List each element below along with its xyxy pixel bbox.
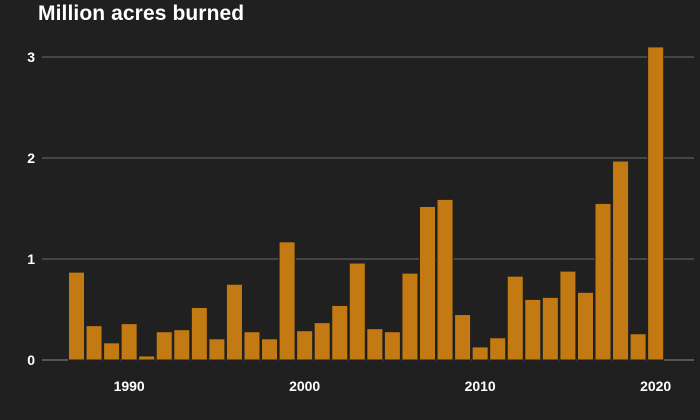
- bar-2016: [576, 291, 594, 361]
- y-tick-label: 2: [27, 150, 35, 166]
- bar-2009: [454, 314, 472, 361]
- bar-2003: [348, 262, 366, 361]
- bar-1997: [243, 331, 261, 361]
- bar-2015: [559, 270, 577, 361]
- bar-2012: [506, 275, 524, 361]
- bar-1989: [103, 342, 121, 361]
- bar-1996: [225, 283, 243, 361]
- bar-2010: [471, 346, 489, 361]
- bar-2020: [647, 46, 665, 361]
- bar-2017: [594, 202, 612, 361]
- bar-2007: [419, 205, 436, 361]
- bar-2002: [331, 304, 349, 361]
- bar-1987: [68, 271, 85, 361]
- x-tick-label: 2020: [640, 378, 671, 394]
- bar-2013: [524, 298, 542, 361]
- bar-2011: [489, 337, 507, 361]
- x-axis-ticks: 1990 2000 2010 2020: [114, 378, 672, 394]
- y-tick-label: 0: [27, 352, 35, 368]
- bar-1990: [120, 323, 138, 361]
- y-axis-ticks: 0 1 2 3: [27, 49, 35, 368]
- bar-2018: [612, 160, 630, 361]
- bar-2004: [366, 328, 384, 361]
- bar-1992: [155, 331, 173, 361]
- x-tick-label: 1990: [114, 378, 145, 394]
- x-tick-label: 2010: [465, 378, 496, 394]
- bar-2008: [436, 198, 454, 361]
- bar-2019: [629, 333, 647, 361]
- bar-1998: [261, 338, 279, 361]
- bar-2014: [541, 296, 559, 361]
- bars: [68, 46, 665, 361]
- bar-1999: [278, 241, 296, 361]
- bar-2000: [296, 330, 314, 361]
- y-tick-label: 1: [27, 251, 35, 267]
- bar-1991: [138, 355, 156, 361]
- bar-1988: [85, 325, 103, 361]
- bar-1993: [173, 329, 191, 361]
- bar-1995: [208, 338, 226, 361]
- bar-2005: [383, 331, 401, 361]
- bar-2001: [313, 322, 331, 361]
- x-tick-label: 2000: [289, 378, 320, 394]
- chart-title: Million acres burned: [38, 2, 245, 25]
- y-tick-label: 3: [27, 49, 35, 65]
- bar-1994: [190, 306, 208, 361]
- bar-2006: [401, 272, 419, 361]
